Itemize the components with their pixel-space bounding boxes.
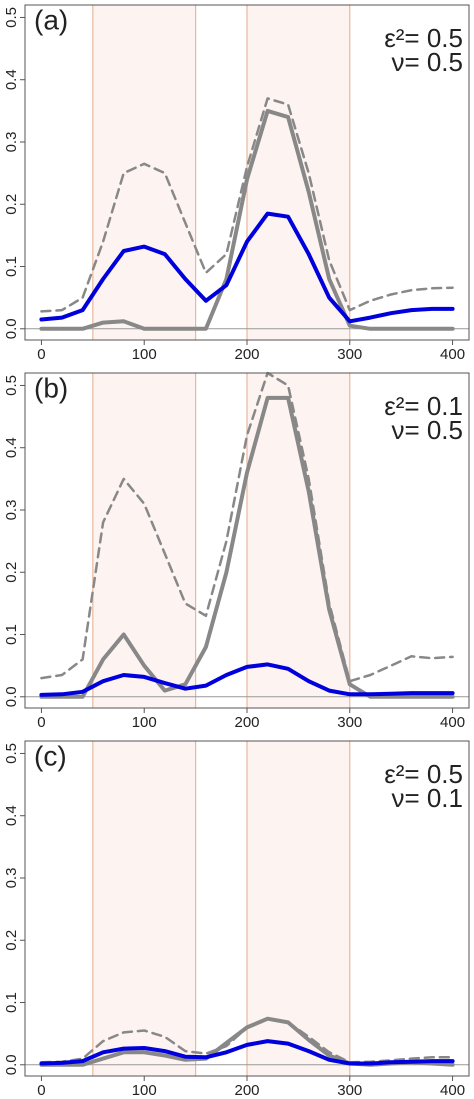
series-line <box>40 97 454 313</box>
series-line <box>40 371 454 683</box>
x-tick-label: 0 <box>37 714 45 731</box>
y-tick-label: 0.2 <box>3 930 20 951</box>
x-tick-label: 400 <box>440 1082 465 1099</box>
y-tick-label: 0.5 <box>3 743 20 764</box>
shaded-range <box>247 741 350 1076</box>
shaded-range <box>92 5 196 340</box>
panel-label: (c) <box>34 740 67 771</box>
y-tick-label: 0.1 <box>3 624 20 645</box>
x-tick-label: 300 <box>337 714 362 731</box>
y-tick-label: 0.0 <box>3 686 20 707</box>
y-tick-label: 0.3 <box>3 500 20 521</box>
x-tick-label: 300 <box>337 346 362 363</box>
series-line <box>39 662 455 697</box>
y-tick-label: 0.3 <box>3 132 20 153</box>
y-tick-label: 0.1 <box>3 256 20 277</box>
series-line <box>39 1039 455 1066</box>
x-tick-label: 200 <box>234 714 259 731</box>
x-tick-label: 100 <box>132 1082 157 1099</box>
annotation: ν= 0.5 <box>391 415 463 445</box>
annotation: ν= 0.5 <box>391 47 463 77</box>
x-tick-label: 100 <box>132 714 157 731</box>
y-tick-label: 0.4 <box>3 805 20 826</box>
y-tick-label: 0.0 <box>3 1054 20 1075</box>
y-tick-label: 0.5 <box>3 375 20 396</box>
annotation: ν= 0.1 <box>391 783 463 813</box>
y-tick-label: 0.2 <box>3 194 20 215</box>
x-tick-label: 100 <box>132 346 157 363</box>
y-tick-label: 0.2 <box>3 562 20 583</box>
y-tick-label: 0.4 <box>3 69 20 90</box>
x-tick-label: 300 <box>337 1082 362 1099</box>
series-line <box>39 211 455 324</box>
y-tick-label: 0.3 <box>3 868 20 889</box>
x-tick-label: 400 <box>440 346 465 363</box>
series-line <box>39 395 455 699</box>
panel-label: (a) <box>34 4 68 35</box>
shaded-range <box>247 373 350 708</box>
shaded-range <box>92 741 196 1076</box>
y-tick-label: 0.1 <box>3 992 20 1013</box>
x-tick-label: 0 <box>37 1082 45 1099</box>
annotation: ε²= 0.5 <box>384 23 463 53</box>
annotation: ε²= 0.5 <box>384 759 463 789</box>
x-tick-label: 0 <box>37 346 45 363</box>
y-tick-label: 0.4 <box>3 437 20 458</box>
y-tick-label: 0.5 <box>3 7 20 28</box>
x-tick-label: 200 <box>234 346 259 363</box>
y-tick-label: 0.0 <box>3 318 20 339</box>
x-tick-label: 200 <box>234 1082 259 1099</box>
shaded-range <box>92 373 196 708</box>
series-line <box>39 108 455 331</box>
panel-label: (b) <box>34 372 68 403</box>
annotation: ε²= 0.1 <box>384 391 463 421</box>
x-tick-label: 400 <box>440 714 465 731</box>
